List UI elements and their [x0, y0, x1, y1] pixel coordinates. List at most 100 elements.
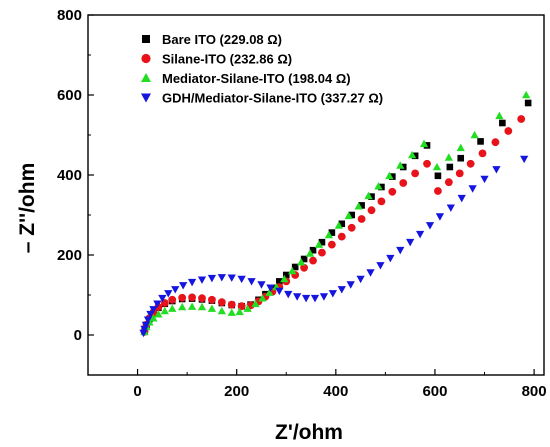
data-point [357, 215, 366, 223]
data-point [367, 206, 376, 215]
legend-label: Silane-ITO (232.86 Ω) [162, 52, 292, 67]
data-point [425, 222, 435, 230]
data-point [284, 290, 293, 299]
data-point [149, 306, 158, 314]
data-point [227, 308, 236, 316]
series-4 [139, 155, 529, 338]
data-point [309, 246, 317, 254]
data-point [478, 149, 487, 158]
data-point [149, 314, 158, 322]
series-2 [140, 115, 526, 336]
data-point [247, 278, 256, 286]
x-tick-label: 400 [323, 383, 348, 400]
data-point [217, 298, 226, 307]
data-point [419, 139, 429, 148]
data-point [374, 182, 383, 190]
data-point [164, 290, 173, 298]
legend-label: Bare ITO (229.08 Ω) [162, 32, 282, 47]
data-point [266, 284, 275, 292]
data-point [456, 143, 465, 152]
data-point [282, 271, 290, 279]
data-point [389, 173, 396, 180]
data-point [434, 187, 442, 195]
data-point [319, 293, 329, 301]
data-point [480, 175, 489, 184]
series-3 [140, 90, 531, 336]
data-point [276, 278, 283, 285]
data-point [288, 266, 297, 275]
legend-marker [141, 53, 151, 64]
data-point [146, 310, 155, 319]
x-tick-label: 800 [522, 383, 547, 400]
data-point [364, 191, 373, 200]
data-point [446, 163, 454, 171]
data-point [385, 171, 394, 180]
legend-marker [141, 93, 151, 103]
data-point [178, 293, 187, 302]
data-point [477, 138, 484, 145]
data-point [318, 238, 326, 246]
data-point [168, 304, 177, 312]
data-point [444, 153, 453, 161]
data-point [434, 172, 442, 180]
y-tick-label: 600 [57, 87, 82, 104]
data-point [197, 276, 207, 284]
data-point [227, 274, 236, 282]
data-point [492, 166, 501, 174]
y-tick-label: 400 [57, 167, 82, 184]
data-point [310, 294, 320, 303]
data-point [328, 290, 337, 298]
data-point [356, 275, 365, 284]
data-point [143, 316, 153, 324]
data-point [243, 304, 252, 312]
data-point [139, 329, 148, 338]
data-point [187, 278, 197, 287]
data-point [153, 300, 162, 308]
data-point [327, 240, 336, 249]
data-point [432, 162, 442, 171]
data-point [324, 230, 334, 239]
data-point [470, 130, 479, 139]
data-point [468, 185, 477, 193]
data-point [377, 197, 386, 206]
data-point [217, 274, 226, 282]
data-point [237, 302, 246, 311]
data-point [444, 178, 453, 187]
plot-border [87, 14, 545, 376]
data-point [187, 302, 197, 310]
data-point [378, 183, 385, 191]
data-point [158, 294, 167, 303]
data-point [520, 155, 529, 164]
data-point [406, 238, 415, 247]
data-point [328, 229, 336, 236]
data-point [314, 240, 324, 248]
data-point [522, 90, 531, 99]
data-point [338, 220, 346, 228]
data-point [495, 111, 504, 120]
data-point [318, 248, 326, 257]
y-tick-label: 200 [57, 247, 82, 264]
data-point [257, 281, 266, 289]
data-point [179, 282, 188, 290]
data-point [346, 281, 355, 289]
data-point [207, 304, 217, 312]
legend-marker [141, 73, 151, 82]
data-point [300, 255, 308, 263]
data-point [197, 302, 207, 311]
axis-ticks: 0 200 400 600 800 0 200 400 600 800 [57, 7, 547, 400]
data-point [300, 263, 309, 272]
data-point [368, 193, 375, 200]
data-point [334, 221, 343, 229]
data-point [265, 288, 274, 296]
data-point [275, 287, 284, 296]
data-point [309, 256, 317, 265]
data-point [237, 275, 246, 284]
data-point [491, 138, 500, 147]
data-point [423, 159, 431, 168]
data-point [358, 202, 365, 209]
data-point [301, 294, 311, 303]
data-point [258, 294, 267, 302]
x-tick-label: 200 [224, 383, 249, 400]
data-point [297, 258, 306, 266]
